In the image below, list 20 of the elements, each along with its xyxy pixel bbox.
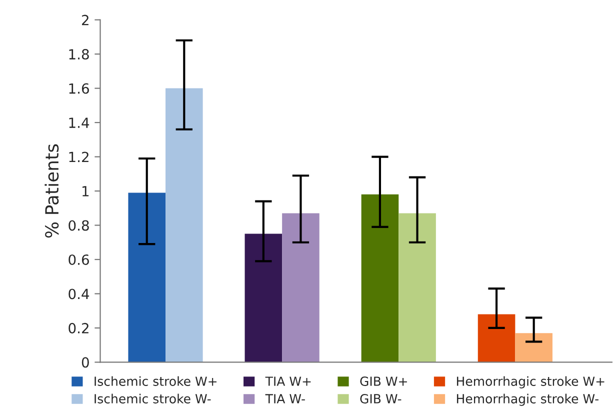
- y-tick-label: 0.2: [68, 322, 88, 334]
- y-tick-label: 0.8: [68, 220, 89, 231]
- y-tick-label: 2: [82, 14, 88, 26]
- y-tick-label: 0.6: [68, 254, 89, 265]
- y-tick-label: 1.2: [69, 152, 88, 162]
- legend-label: GIB W+: [360, 376, 407, 386]
- legend-label: Ischemic stroke W+: [94, 376, 216, 386]
- legend-label: GIB W-: [360, 394, 402, 404]
- y-tick-label: 0: [82, 357, 89, 368]
- legend-label: Ischemic stroke W-: [94, 394, 211, 404]
- y-tick-label: 0.4: [68, 288, 90, 300]
- y-tick-label: 1.6: [69, 83, 89, 94]
- y-tick-label: 1.8: [69, 49, 89, 60]
- legend-label: TIA W+: [265, 376, 311, 386]
- y-axis-title: % Patients: [44, 144, 59, 238]
- y-tick-label: 1: [82, 186, 89, 196]
- legend-label: TIA W-: [265, 394, 305, 404]
- y-tick-label: 1.4: [69, 118, 90, 128]
- legend-label: Hemorrhagic stroke W-: [456, 394, 598, 406]
- legend-label: Hemorrhagic stroke W+: [456, 376, 604, 388]
